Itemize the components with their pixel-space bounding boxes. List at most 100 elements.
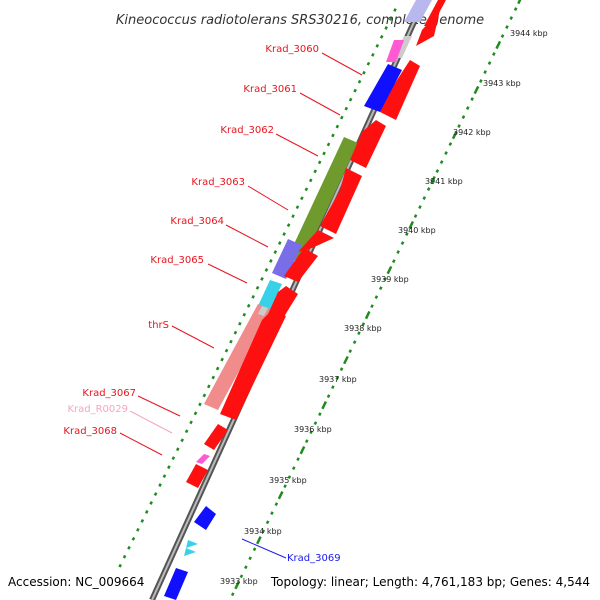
- outer-dot: [344, 106, 349, 111]
- cds-forward-arrow[interactable]: [424, 0, 446, 26]
- outer-dot: [149, 501, 153, 505]
- outer-dot: [246, 303, 251, 308]
- outer-dot: [136, 527, 140, 532]
- scale-labels: 3944 kbp 3943 kbp 3942 kbp 3941 kbp 3940…: [220, 29, 548, 586]
- cds-reverse-block[interactable]: [404, 0, 432, 22]
- gene-label-krad3067[interactable]: Krad_3067: [82, 388, 136, 399]
- trna-marker[interactable]: [186, 540, 198, 548]
- cds-forward-arrow[interactable]: [284, 248, 318, 282]
- gene-label-krad3069[interactable]: Krad_3069: [287, 553, 341, 564]
- gene-label-kradr0029[interactable]: Krad_R0029: [67, 404, 128, 415]
- outer-dot: [131, 536, 136, 541]
- feature-block-gray-lower[interactable]: [258, 306, 268, 316]
- scale-tick: [405, 232, 409, 236]
- cds-forward-arrow[interactable]: [186, 464, 208, 488]
- gene-label-krad3063[interactable]: Krad_3063: [191, 177, 245, 188]
- gene-label-krad3064[interactable]: Krad_3064: [170, 216, 224, 227]
- scale-tick: [492, 52, 496, 56]
- scale-tick: [430, 175, 436, 185]
- cds-reverse-block[interactable]: [364, 64, 402, 112]
- gene-label-thrs[interactable]: thrS: [148, 320, 169, 331]
- scale-tick: [234, 581, 241, 590]
- cds-forward-arrow[interactable]: [204, 424, 228, 450]
- gene-label-krad3061[interactable]: Krad_3061: [243, 84, 297, 95]
- scale-label: 3936 kbp: [294, 425, 332, 434]
- cds-forward-arrow[interactable]: [320, 168, 362, 234]
- outer-dot: [140, 519, 145, 523]
- cds-forward-arrow[interactable]: [350, 120, 386, 168]
- callout-line: [207, 263, 248, 284]
- scale-tick: [383, 277, 387, 282]
- cds-reverse-block[interactable]: [194, 506, 216, 530]
- scale-tick: [408, 220, 415, 230]
- scale-tick: [461, 115, 466, 119]
- cds-forward-arrow[interactable]: [298, 230, 334, 252]
- scale-tick: [335, 376, 340, 381]
- scale-label: 3942 kbp: [453, 128, 491, 137]
- outer-dot: [162, 474, 167, 478]
- scale-tick: [299, 446, 306, 455]
- outer-dot: [304, 187, 309, 192]
- feature-block-rrna[interactable]: [386, 40, 404, 62]
- outer-dot: [211, 375, 216, 380]
- scale-tick: [448, 142, 453, 146]
- scale-tick: [352, 340, 357, 345]
- outer-dot: [251, 294, 255, 299]
- scale-label: 3944 kbp: [510, 29, 548, 38]
- outer-dot: [118, 563, 122, 568]
- scale-label: 3937 kbp: [319, 375, 357, 384]
- outer-dot: [238, 321, 242, 326]
- outer-dot: [127, 545, 131, 550]
- gene-label-krad3065[interactable]: Krad_3065: [150, 255, 204, 266]
- feature-block-green[interactable]: [288, 137, 358, 263]
- trna-marker[interactable]: [184, 548, 196, 556]
- outer-dot: [158, 483, 162, 487]
- outer-dot: [353, 88, 357, 93]
- outer-dot: [202, 393, 207, 398]
- gene-label-krad3068[interactable]: Krad_3068: [63, 426, 117, 437]
- feature-track-functions: [204, 36, 412, 410]
- cds-reverse-block[interactable]: [164, 568, 188, 600]
- map-title: Kineococcus radiotolerans SRS30216, comp…: [116, 13, 484, 28]
- inner-dotted-track: [118, 8, 397, 568]
- outer-dot: [189, 420, 193, 425]
- cds-forward-arrow[interactable]: [380, 60, 420, 120]
- outer-dot: [393, 8, 397, 12]
- cds-forward-arrow[interactable]: [416, 10, 440, 46]
- feature-block-purple[interactable]: [272, 239, 302, 279]
- scale-tick: [339, 367, 344, 372]
- scale-tick: [396, 250, 400, 254]
- scale-tick: [361, 322, 366, 327]
- outer-dot: [388, 17, 393, 21]
- outer-dot: [277, 241, 282, 245]
- cds-forward-arrow[interactable]: [220, 310, 286, 420]
- outer-dot: [379, 34, 384, 39]
- scale-tick: [465, 106, 470, 110]
- callout-line: [321, 52, 363, 76]
- outer-dot: [171, 456, 176, 461]
- gene-label-krad3062[interactable]: Krad_3062: [220, 125, 274, 136]
- scale-label: 3941 kbp: [425, 177, 463, 186]
- feature-block-cyan[interactable]: [258, 280, 282, 310]
- genome-summary-text: Topology: linear; Length: 4,761,183 bp; …: [270, 575, 590, 589]
- scale-tick: [313, 421, 318, 426]
- gene-label-krad3060[interactable]: Krad_3060: [265, 44, 319, 55]
- scale-label: 3943 kbp: [483, 79, 521, 88]
- forward-cds-track: [186, 0, 446, 488]
- scale-tick: [457, 124, 461, 128]
- scale-tick: [505, 25, 509, 29]
- scale-tick: [479, 79, 483, 83]
- scale-tick: [509, 16, 514, 20]
- cds-forward-arrow[interactable]: [196, 454, 210, 464]
- scale-tick: [265, 520, 270, 525]
- outer-dot: [184, 429, 189, 434]
- outer-dot: [348, 97, 353, 102]
- callout-line: [171, 325, 215, 349]
- outer-dot: [224, 348, 229, 353]
- scale-tick: [435, 169, 440, 173]
- feature-block-pink[interactable]: [204, 304, 272, 410]
- outer-dot: [317, 160, 322, 165]
- scale-tick: [500, 34, 505, 38]
- scale-tick: [304, 439, 309, 444]
- outer-dot: [242, 312, 247, 317]
